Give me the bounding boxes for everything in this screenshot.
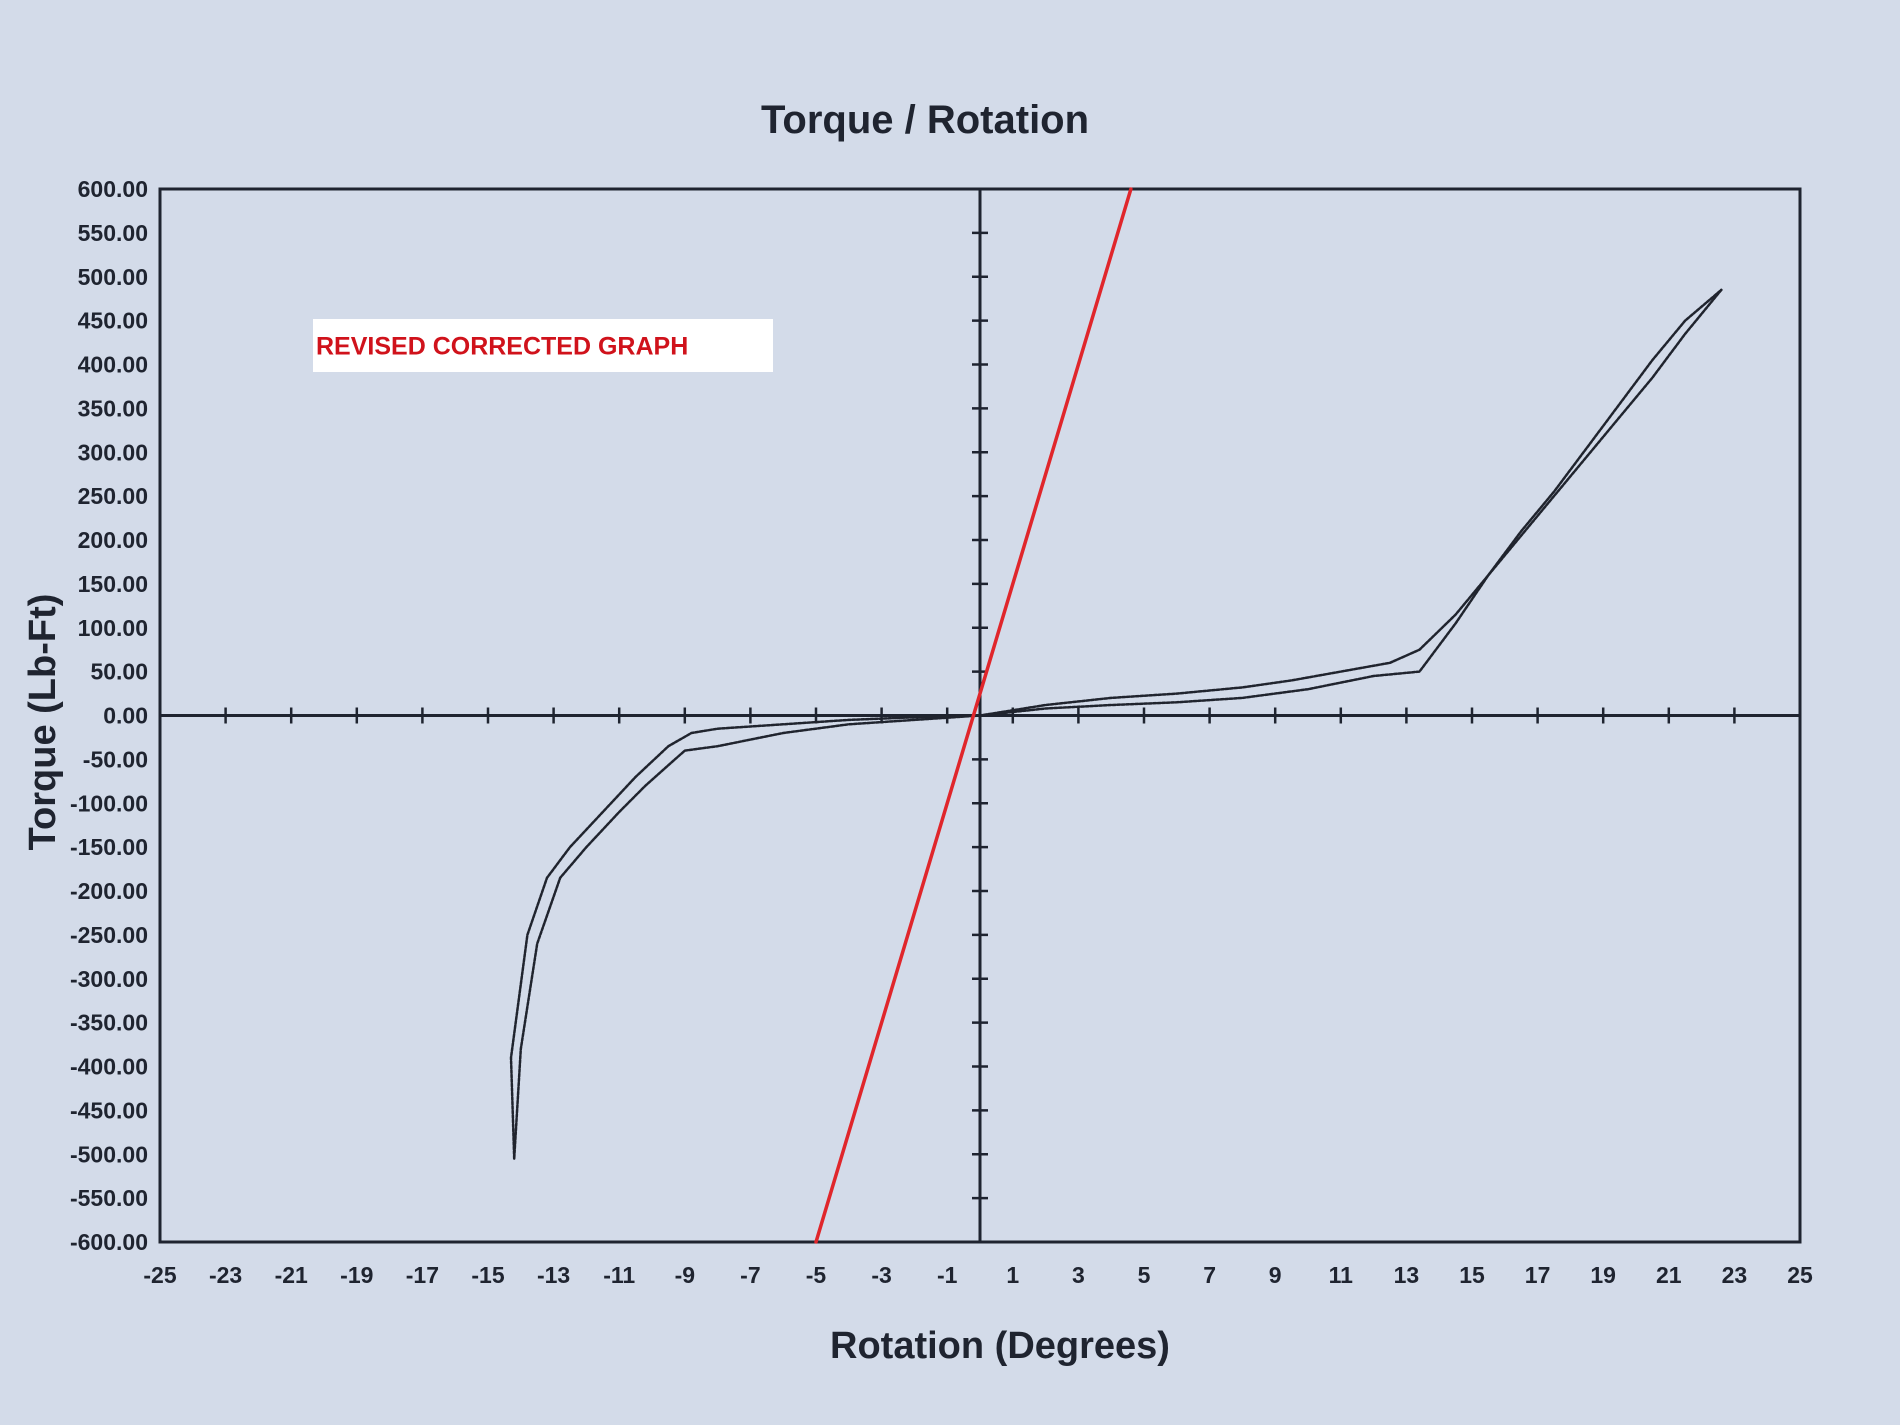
y-tick-label: 550.00	[78, 220, 148, 246]
x-tick-label: 23	[1722, 1262, 1748, 1288]
y-tick-label: -150.00	[70, 834, 148, 860]
x-tick-label: -17	[406, 1262, 439, 1288]
y-axis-label: Torque (Lb-Ft)	[22, 594, 64, 851]
y-tick-label: -200.00	[70, 878, 148, 904]
x-tick-label: -1	[937, 1262, 958, 1288]
x-tick-label: 3	[1072, 1262, 1085, 1288]
x-tick-label: 5	[1138, 1262, 1151, 1288]
x-tick-label: -25	[143, 1262, 176, 1288]
y-tick-label: 450.00	[78, 308, 148, 334]
x-axis-label: Rotation (Degrees)	[830, 1325, 1170, 1367]
y-tick-label: 350.00	[78, 395, 148, 421]
x-tick-label: -19	[340, 1262, 373, 1288]
x-tick-label: -3	[871, 1262, 891, 1288]
y-tick-label: 400.00	[78, 352, 148, 378]
y-tick-label: -250.00	[70, 922, 148, 948]
x-tick-label: -21	[275, 1262, 308, 1288]
x-tick-label: -7	[740, 1262, 760, 1288]
x-tick-label: 15	[1459, 1262, 1485, 1288]
y-tick-label: -100.00	[70, 790, 148, 816]
annotation-revised-corrected-graph: REVISED CORRECTED GRAPH	[316, 333, 688, 361]
x-tick-label: 9	[1269, 1262, 1282, 1288]
y-tick-label: 300.00	[78, 439, 148, 465]
x-tick-label: -5	[806, 1262, 827, 1288]
y-tick-label: -400.00	[70, 1054, 148, 1080]
y-tick-label: 0.00	[103, 703, 148, 729]
y-tick-label: -450.00	[70, 1097, 148, 1123]
x-tick-label: -23	[209, 1262, 242, 1288]
chart-title: Torque / Rotation	[761, 98, 1089, 142]
y-tick-label: 500.00	[78, 264, 148, 290]
y-tick-label: 250.00	[78, 483, 148, 509]
x-tick-labels: -25 -23 -21 -19 -17 -15 -13 -11 -9 -7 -5 -3 -1 1 3 5 7 9 1…	[143, 1262, 1813, 1288]
x-tick-label: 19	[1590, 1262, 1616, 1288]
y-tick-label: 50.00	[90, 659, 148, 685]
series-line-1	[509, 288, 1723, 1160]
x-tick-label: -9	[675, 1262, 695, 1288]
x-tick-label: -15	[471, 1262, 504, 1288]
y-tick-label: -550.00	[70, 1185, 148, 1211]
x-tick-label: -11	[603, 1262, 635, 1288]
y-tick-label: -600.00	[70, 1229, 148, 1255]
y-tick-labels: 600.00 550.00 500.00 450.00 400.00 350.00 300.…	[70, 176, 148, 1255]
x-tick-label: 17	[1525, 1262, 1551, 1288]
x-tick-label: 1	[1006, 1262, 1019, 1288]
series-line-3	[814, 187, 1133, 1244]
y-tick-label: 200.00	[78, 527, 148, 553]
annotation-box	[313, 319, 773, 372]
x-tick-label: 25	[1787, 1262, 1813, 1288]
series-line-2	[512, 288, 1723, 1160]
y-tick-label: 100.00	[78, 615, 148, 641]
x-tick-label: 21	[1656, 1262, 1682, 1288]
y-tick-label: 600.00	[78, 176, 148, 202]
y-tick-label: -300.00	[70, 966, 148, 992]
series-layer	[509, 187, 1723, 1244]
x-tick-label: -13	[537, 1262, 570, 1288]
y-tick-label: -500.00	[70, 1141, 148, 1167]
x-tick-label: 13	[1394, 1262, 1420, 1288]
x-tick-label: 11	[1329, 1262, 1354, 1288]
y-tick-label: -350.00	[70, 1010, 148, 1036]
x-tick-label: 7	[1203, 1262, 1216, 1288]
y-tick-label: 150.00	[78, 571, 148, 597]
y-tick-label: -50.00	[83, 746, 148, 772]
